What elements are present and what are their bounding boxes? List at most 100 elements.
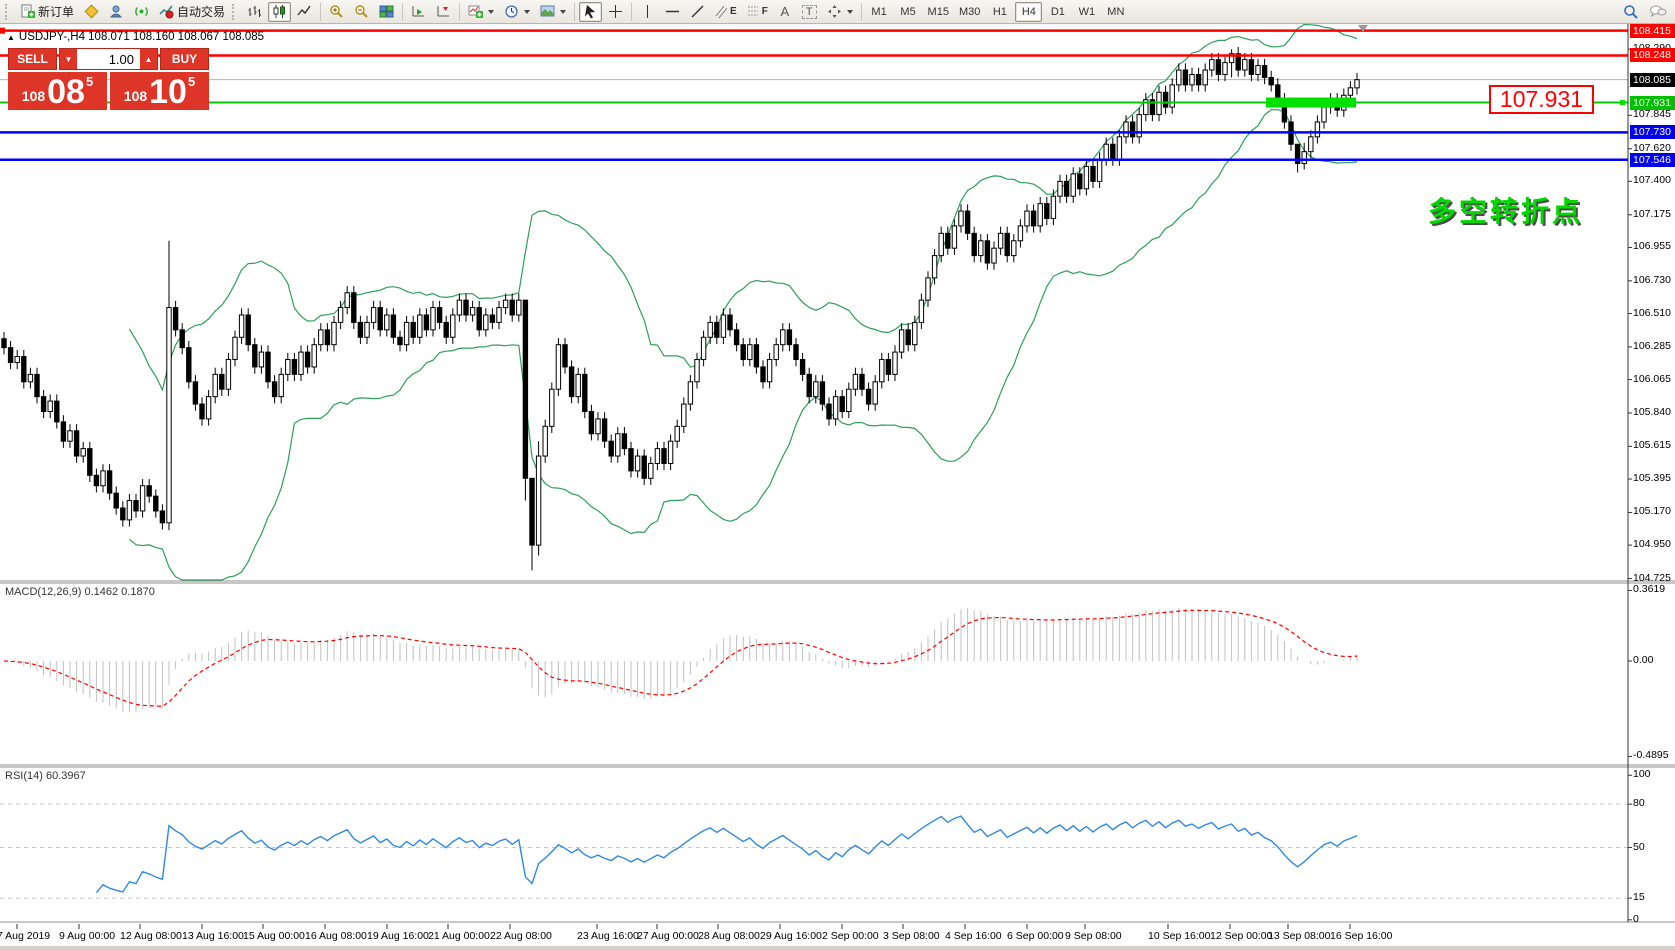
rsi-tick-label: 80 [1633, 797, 1645, 810]
vertical-line-button[interactable] [636, 2, 659, 22]
chart-shift-marker-icon[interactable] [1358, 25, 1368, 32]
text-label-button[interactable]: T [798, 2, 821, 22]
price-level-label: 107.931 [1630, 95, 1675, 110]
trendline-button[interactable] [686, 2, 709, 22]
indicators-button[interactable] [464, 2, 498, 22]
cursor-icon [585, 5, 596, 19]
toolbar-separator [320, 2, 322, 21]
time-axis-label: 6 Sep 00:00 [1007, 930, 1064, 942]
rsi-tick-label: 0 [1633, 912, 1639, 925]
templates-button[interactable] [536, 2, 570, 22]
timeframe-w1[interactable]: W1 [1078, 5, 1096, 18]
rsi-tick-label: 100 [1633, 768, 1651, 781]
volume-increase-button[interactable]: ▲ [140, 49, 157, 69]
rsi-pane-label: RSI(14) 60.3967 [5, 770, 86, 782]
channel-button[interactable]: E [711, 2, 741, 22]
price-tick-label: 107.175 [1633, 207, 1671, 220]
signals-icon [135, 7, 148, 16]
time-axis-label: 16 Aug 08:00 [305, 930, 367, 942]
profile-button[interactable] [105, 2, 128, 22]
price-tick-label: 106.065 [1633, 372, 1671, 385]
price-tick-label: 107.845 [1633, 108, 1671, 121]
buy-price-small: 108 [123, 88, 148, 104]
zoom-out-button[interactable] [350, 2, 373, 22]
fibonacci-button[interactable]: F [743, 2, 772, 22]
time-axis-label: 7 Aug 2019 [0, 930, 51, 942]
sell-price-box[interactable]: 108 08 5 [8, 72, 107, 110]
fibonacci-icon [747, 6, 758, 16]
line-chart-icon [297, 5, 311, 16]
new-order-button[interactable]: 新订单 [16, 2, 78, 22]
time-axis-label: 3 Sep 08:00 [883, 930, 940, 942]
price-tick-label: 104.725 [1633, 571, 1671, 584]
time-axis-label: 28 Aug 08:00 [698, 930, 760, 942]
timeframe-mn[interactable]: MN [1107, 5, 1125, 18]
vertical-line-icon [647, 5, 649, 18]
timeframe-m5[interactable]: M5 [900, 5, 916, 18]
sell-button[interactable]: SELL [8, 48, 57, 70]
auto-scroll-icon [412, 6, 425, 17]
signals-button[interactable] [130, 2, 153, 22]
collapse-triangle-icon: ▲ [7, 33, 15, 42]
profile-icon [109, 5, 123, 18]
time-axis-label: 15 Aug 00:00 [243, 930, 305, 942]
price-tick-label: 106.955 [1633, 240, 1671, 253]
candlestick-chart-button[interactable] [268, 1, 292, 22]
time-axis-label: 29 Aug 16:00 [760, 930, 822, 942]
rsi-tick-label: 50 [1633, 840, 1645, 853]
time-axis-label: 10 Sep 16:00 [1148, 930, 1211, 942]
time-axis-label: 12 Aug 08:00 [120, 930, 182, 942]
volume-input[interactable]: 1.00 [77, 49, 140, 69]
bar-chart-button[interactable] [243, 2, 266, 22]
text-button[interactable]: A [774, 2, 796, 22]
toolbar-separator [860, 2, 862, 21]
chart-shift-button[interactable] [432, 2, 455, 22]
tile-windows-icon [379, 5, 394, 18]
time-axis-label: 13 Sep 08:00 [1268, 930, 1331, 942]
search-button[interactable] [1619, 2, 1643, 22]
dropdown-arrow-icon [560, 9, 567, 14]
time-axis-label: 13 Aug 16:00 [182, 930, 244, 942]
chat-button[interactable] [1645, 2, 1671, 22]
label-tool-letter: T [801, 4, 817, 19]
price-level-tag[interactable]: 107.931 [1489, 85, 1594, 114]
tile-windows-button[interactable] [375, 2, 398, 22]
timeframe-h1[interactable]: H1 [992, 5, 1007, 18]
timeframe-h4[interactable]: H4 [1015, 1, 1043, 22]
price-tick-label: 104.950 [1633, 538, 1671, 551]
crosshair-button[interactable] [604, 2, 627, 22]
horizontal-line-button[interactable] [661, 2, 684, 22]
dropdown-arrow-icon [488, 9, 495, 14]
zoom-in-button[interactable] [325, 2, 348, 22]
buy-price-box[interactable]: 108 10 5 [110, 72, 209, 110]
toolbar-grip [232, 3, 238, 20]
auto-scroll-button[interactable] [407, 2, 430, 22]
periods-button[interactable] [500, 2, 534, 22]
toolbar-separator [459, 2, 461, 21]
metaeditor-button[interactable] [80, 2, 103, 22]
autotrading-label: 自动交易 [177, 5, 226, 19]
cursor-button[interactable] [579, 1, 603, 22]
new-order-icon [21, 4, 35, 18]
dropdown-arrow-icon [846, 9, 853, 14]
buy-button[interactable]: BUY [160, 48, 209, 70]
fibonacci-letter: F [761, 6, 768, 17]
timeframe-m1[interactable]: M1 [871, 5, 887, 18]
timeframe-m15[interactable]: M15 [927, 5, 949, 18]
zoom-in-icon [330, 5, 343, 18]
turning-point-annotation: 多空转折点 [1428, 196, 1584, 227]
autotrading-icon [159, 5, 174, 19]
dropdown-arrow-icon [524, 9, 531, 14]
sell-price-big: 08 [47, 72, 85, 111]
macd-pane-label: MACD(12,26,9) 0.1462 0.1870 [5, 586, 155, 598]
price-level-label: 108.248 [1630, 48, 1675, 63]
line-chart-button[interactable] [293, 2, 316, 22]
arrows-button[interactable] [823, 2, 857, 22]
channel-letter: E [730, 6, 737, 17]
timeframe-m30[interactable]: M30 [958, 5, 981, 18]
timeframe-d1[interactable]: D1 [1050, 5, 1065, 18]
autotrading-button[interactable]: 自动交易 [155, 2, 229, 22]
volume-decrease-button[interactable]: ▼ [60, 49, 77, 69]
time-axis-label: 9 Aug 00:00 [59, 930, 116, 942]
